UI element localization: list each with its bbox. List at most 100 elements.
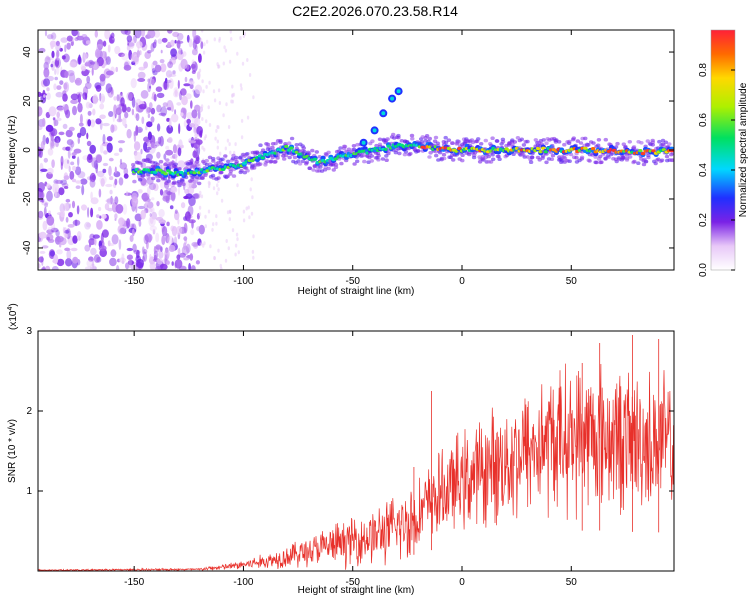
spectrogram-noise-speck bbox=[203, 42, 206, 47]
spectrogram-noise-speck bbox=[84, 244, 91, 252]
spectrogram-noise-speck bbox=[184, 211, 191, 222]
spectrogram-noise-speck bbox=[114, 213, 118, 220]
spectrogram-noise-speck bbox=[204, 134, 208, 139]
spectrogram-noise-speck bbox=[171, 261, 174, 266]
spectrogram-halo-mark bbox=[433, 135, 439, 140]
spectrogram-noise-speck bbox=[60, 37, 68, 43]
spectrogram-ridge-core bbox=[163, 172, 168, 176]
spectrogram-ridge-core bbox=[284, 144, 289, 149]
spectrogram-noise-speck bbox=[174, 259, 183, 269]
spectrogram-halo-mark bbox=[403, 149, 409, 154]
spectrogram-noise-speck bbox=[95, 118, 102, 125]
spectrogram-halo-mark bbox=[544, 141, 549, 145]
spectrogram-halo-mark bbox=[307, 166, 312, 170]
spectrogram-noise-speck bbox=[126, 218, 131, 229]
spectrogram-halo-mark bbox=[436, 158, 441, 162]
spectrogram-noise-speck bbox=[66, 159, 70, 164]
spectrogram-noise-speck bbox=[152, 60, 158, 66]
spectrogram-noise-speck bbox=[66, 35, 73, 42]
spectrogram-noise-speck bbox=[60, 210, 66, 218]
spectrogram-noise-speck bbox=[195, 260, 200, 265]
spectrogram-halo-mark bbox=[587, 159, 592, 163]
spectrogram-noise-speck bbox=[65, 216, 69, 223]
spectrogram-noise-speck bbox=[102, 133, 106, 145]
spectrogram-noise-speck bbox=[224, 48, 228, 53]
spectrogram-halo-mark bbox=[278, 140, 283, 144]
spectrogram-y-tick-label: 40 bbox=[22, 46, 33, 58]
spectrogram-noise-speck bbox=[158, 112, 166, 116]
spectrogram-noise-speck bbox=[166, 221, 170, 227]
spectrogram-halo-mark bbox=[396, 133, 401, 138]
spectrogram-noise-speck bbox=[102, 40, 107, 47]
spectrogram-noise-speck bbox=[99, 114, 106, 120]
spectrogram-noise-speck bbox=[47, 226, 54, 231]
spectrogram-noise-speck bbox=[106, 142, 113, 153]
spectrogram-noise-speck bbox=[225, 102, 228, 107]
spectrogram-halo-mark bbox=[210, 173, 216, 178]
spectrogram-noise-speck bbox=[217, 248, 220, 253]
spectrogram-noise-speck bbox=[165, 70, 173, 78]
spectrogram-noise-speck bbox=[214, 136, 217, 141]
spectrogram-noise-speck bbox=[166, 260, 170, 265]
spectrogram-noise-speck bbox=[194, 123, 198, 128]
spectrogram-noise-speck bbox=[118, 257, 126, 263]
spectrogram-halo-mark bbox=[342, 144, 348, 149]
colorbar-tick-label: 0.0 bbox=[698, 263, 709, 277]
spectrogram-halo-mark bbox=[428, 151, 433, 155]
spectrogram-halo-mark bbox=[497, 157, 502, 161]
snr-y-tick-label: 2 bbox=[26, 406, 32, 417]
spectrogram-halo-mark bbox=[300, 159, 306, 164]
spectrogram-noise-speck bbox=[159, 189, 164, 196]
spectrogram-noise-speck bbox=[149, 182, 156, 191]
spectrogram-noise-speck bbox=[156, 151, 161, 159]
spectrogram-noise-speck bbox=[38, 231, 47, 239]
spectrogram-noise-speck bbox=[150, 207, 155, 213]
spectrogram-noise-speck bbox=[101, 50, 107, 59]
spectrogram-noise-speck bbox=[54, 187, 57, 198]
spectrogram-noise-speck bbox=[181, 144, 184, 149]
spectrogram-halo-mark bbox=[294, 143, 299, 147]
spectrogram-noise-speck bbox=[150, 116, 155, 123]
spectrogram-noise-speck bbox=[135, 102, 139, 112]
spectrogram-noise-speck bbox=[239, 83, 243, 88]
spectrogram-noise-speck bbox=[167, 41, 171, 48]
spectrogram-noise-speck bbox=[147, 81, 152, 93]
spectrogram-noise-speck bbox=[64, 44, 67, 53]
spectrogram-noise-speck bbox=[185, 243, 191, 254]
spectrogram-noise-speck bbox=[159, 59, 165, 64]
spectrogram-noise-speck bbox=[217, 64, 221, 69]
spectrogram-noise-speck bbox=[240, 135, 244, 140]
spectrogram-panel: -150 -100 -50 0 50 -40 -20 0 20 40 Height of stra… bbox=[7, 29, 675, 297]
spectrogram-noise-speck bbox=[110, 249, 117, 258]
spectrogram-halo-mark bbox=[301, 146, 306, 150]
spectrogram-noise-speck bbox=[118, 177, 124, 186]
spectrogram-halo-mark bbox=[593, 155, 598, 159]
spectrogram-noise-speck bbox=[215, 221, 218, 226]
spectrogram-noise-speck bbox=[89, 179, 96, 188]
spectrogram-noise-speck bbox=[51, 141, 55, 149]
spectrogram-noise-speck bbox=[250, 177, 253, 182]
spectrogram-halo-mark bbox=[650, 140, 655, 145]
spectrogram-noise-speck bbox=[197, 109, 201, 120]
spectrogram-noise-speck bbox=[69, 61, 77, 68]
spectrogram-noise-speck bbox=[49, 250, 55, 257]
spectrogram-noise-speck bbox=[134, 151, 142, 162]
spectrogram-noise-speck bbox=[90, 119, 96, 128]
spectrogram-noise-speck bbox=[140, 90, 149, 99]
spectrogram-noise-speck bbox=[248, 73, 252, 77]
spectrogram-noise-speck bbox=[231, 228, 235, 233]
spectrogram-noise-speck bbox=[155, 266, 162, 270]
spectrogram-noise-speck bbox=[174, 39, 177, 44]
spectrogram-halo-mark bbox=[331, 168, 336, 172]
colorbar-tick-label: 0.2 bbox=[698, 213, 709, 227]
spectrogram-noise-speck bbox=[149, 213, 152, 217]
spectrogram-halo-mark bbox=[333, 165, 339, 169]
spectrogram-noise-speck bbox=[179, 90, 182, 101]
spectrogram-halo-mark bbox=[636, 161, 641, 165]
spectrogram-noise-speck bbox=[151, 62, 155, 71]
spectrogram-halo-mark bbox=[220, 157, 225, 162]
spectrogram-x-tick-label: -100 bbox=[233, 276, 253, 287]
snr-x-tick-label: -150 bbox=[124, 577, 144, 588]
spectrogram-halo-mark bbox=[255, 151, 260, 155]
spectrogram-halo-mark bbox=[615, 141, 620, 146]
